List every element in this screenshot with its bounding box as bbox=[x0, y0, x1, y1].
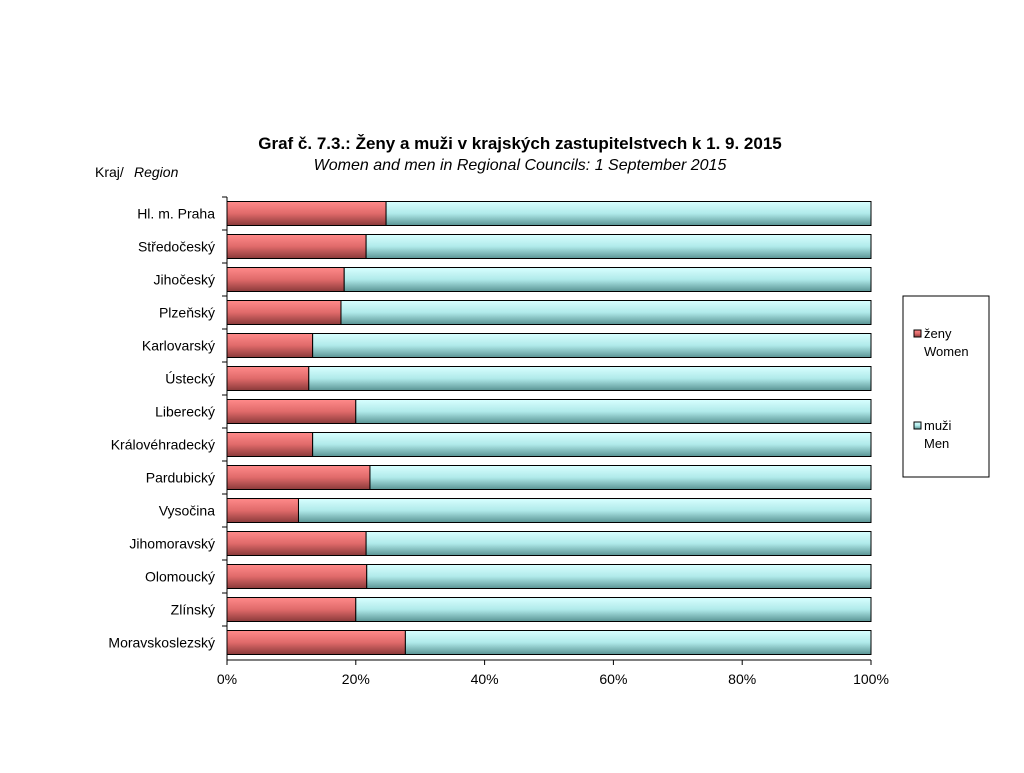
x-tick-label: 0% bbox=[217, 671, 237, 687]
bar-women bbox=[226, 531, 367, 556]
category-label: Moravskoslezský bbox=[108, 635, 215, 651]
category-label: Středočeský bbox=[138, 239, 215, 255]
bar-men bbox=[312, 333, 872, 358]
y-axis-label-en: Region bbox=[134, 164, 179, 180]
bar-women bbox=[226, 300, 342, 325]
category-label: Plzeňský bbox=[159, 305, 215, 321]
y-axis-label-cz: Kraj/ bbox=[95, 164, 124, 180]
category-label: Olomoucký bbox=[145, 569, 215, 585]
category-label: Hl. m. Praha bbox=[137, 206, 215, 222]
bar-women bbox=[226, 234, 367, 259]
bar-women bbox=[226, 465, 371, 490]
category-label: Liberecký bbox=[155, 404, 215, 420]
bar-women bbox=[226, 498, 299, 523]
bar-men bbox=[340, 300, 872, 325]
category-label: Jihomoravský bbox=[129, 536, 215, 552]
bar-women bbox=[226, 267, 345, 292]
bar-men bbox=[355, 597, 872, 622]
chart-title: Graf č. 7.3.: Ženy a muži v krajských za… bbox=[258, 134, 781, 153]
category-label: Pardubický bbox=[146, 470, 215, 486]
legend: ženy Women muži Men bbox=[902, 295, 990, 478]
bar-men bbox=[312, 432, 872, 457]
bar-men bbox=[355, 399, 872, 424]
legend-swatch-women bbox=[913, 329, 922, 338]
bar-men bbox=[308, 366, 872, 391]
x-tick-label: 80% bbox=[728, 671, 756, 687]
legend-label-men: muži bbox=[924, 418, 952, 433]
bar-women bbox=[226, 201, 387, 226]
category-label: Karlovarský bbox=[142, 338, 215, 354]
legend-label-women-en: Women bbox=[924, 344, 969, 359]
bar-women bbox=[226, 399, 357, 424]
bar-men bbox=[297, 498, 872, 523]
category-label: Ústecký bbox=[165, 371, 215, 387]
x-tick-label: 100% bbox=[853, 671, 889, 687]
bar-men bbox=[369, 465, 872, 490]
bar-men bbox=[343, 267, 872, 292]
category-label: Královéhradecký bbox=[111, 437, 215, 453]
x-tick-label: 40% bbox=[471, 671, 499, 687]
legend-label-women: ženy bbox=[924, 326, 952, 341]
bar-women bbox=[226, 366, 310, 391]
legend-swatch-men bbox=[913, 421, 922, 430]
bar-women bbox=[226, 333, 314, 358]
bar-men bbox=[404, 630, 872, 655]
bar-women bbox=[226, 630, 406, 655]
bar-women bbox=[226, 597, 357, 622]
bar-men bbox=[366, 564, 872, 589]
x-tick-label: 20% bbox=[342, 671, 370, 687]
x-tick-label: 60% bbox=[599, 671, 627, 687]
chart-subtitle: Women and men in Regional Councils: 1 Se… bbox=[314, 157, 727, 174]
bar-men bbox=[385, 201, 872, 226]
bar-men bbox=[365, 234, 872, 259]
bar-men bbox=[365, 531, 872, 556]
category-label: Jihočeský bbox=[154, 272, 215, 288]
legend-label-men-en: Men bbox=[924, 436, 949, 451]
bar-women bbox=[226, 432, 314, 457]
bar-women bbox=[226, 564, 368, 589]
category-label: Zlínský bbox=[171, 602, 215, 618]
category-label: Vysočina bbox=[159, 503, 216, 519]
